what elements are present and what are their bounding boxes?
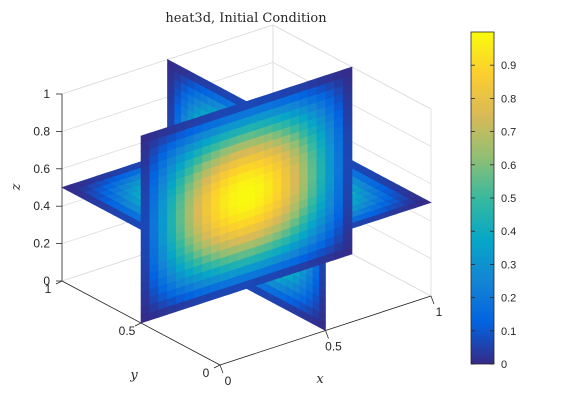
colorbar-tick-label: 0.1 — [501, 326, 516, 338]
colorbar-tick-label: 0.9 — [501, 60, 516, 72]
colorbar-tick-label: 0.8 — [501, 93, 516, 105]
y-tick-label: 1 — [45, 282, 52, 296]
colorbar-tick-label: 0.5 — [501, 193, 516, 205]
z-tick-label: 1 — [43, 87, 50, 101]
x-tick-label: 1 — [436, 305, 443, 319]
x-tick-label: 0.5 — [325, 340, 342, 354]
colorbar-tick-label: 0 — [501, 359, 507, 371]
x-tick-mark — [325, 330, 329, 339]
colorbar-tick-label: 0.3 — [501, 259, 516, 271]
x-tick-mark — [219, 364, 224, 374]
colorbar-tick-label: 0.7 — [501, 127, 516, 139]
y-tick-label: 0.5 — [119, 324, 136, 338]
y-tick-mark — [134, 322, 142, 327]
y-tick-mark — [213, 364, 221, 369]
z-tick-label: 0.4 — [33, 199, 50, 213]
slice-surfaces — [61, 59, 432, 331]
x-tick-label: 0 — [225, 374, 232, 388]
colorbar: 0 0.1 0.2 0.3 0.4 0.5 0.6 0.7 0.8 0.9 — [470, 31, 516, 371]
slice-cell — [167, 59, 175, 72]
x-tick-mark — [430, 295, 435, 305]
z-axis-label: z — [9, 183, 24, 191]
y-axis-label: y — [129, 368, 138, 383]
colorbar-ticks: 0 0.1 0.2 0.3 0.4 0.5 0.6 0.7 0.8 0.9 — [471, 60, 516, 371]
chart-title: heat3d, Initial Condition — [165, 11, 327, 26]
y-tick-label: 0 — [203, 366, 210, 380]
z-tick-label: 0.8 — [33, 124, 50, 138]
colorbar-tick-label: 0.4 — [501, 226, 516, 238]
x-axis-label: x — [316, 372, 324, 387]
z-tick-label: 0 — [43, 274, 50, 288]
z-tick-label: 0.6 — [33, 162, 50, 176]
slice-cell — [342, 66, 353, 79]
y-slice — [140, 66, 353, 324]
y-tick-mark — [55, 280, 63, 285]
colorbar-tick-label: 0.6 — [501, 160, 516, 172]
z-tick-label: 0.2 — [33, 237, 50, 251]
colorbar-tick-label: 0.2 — [501, 293, 516, 305]
